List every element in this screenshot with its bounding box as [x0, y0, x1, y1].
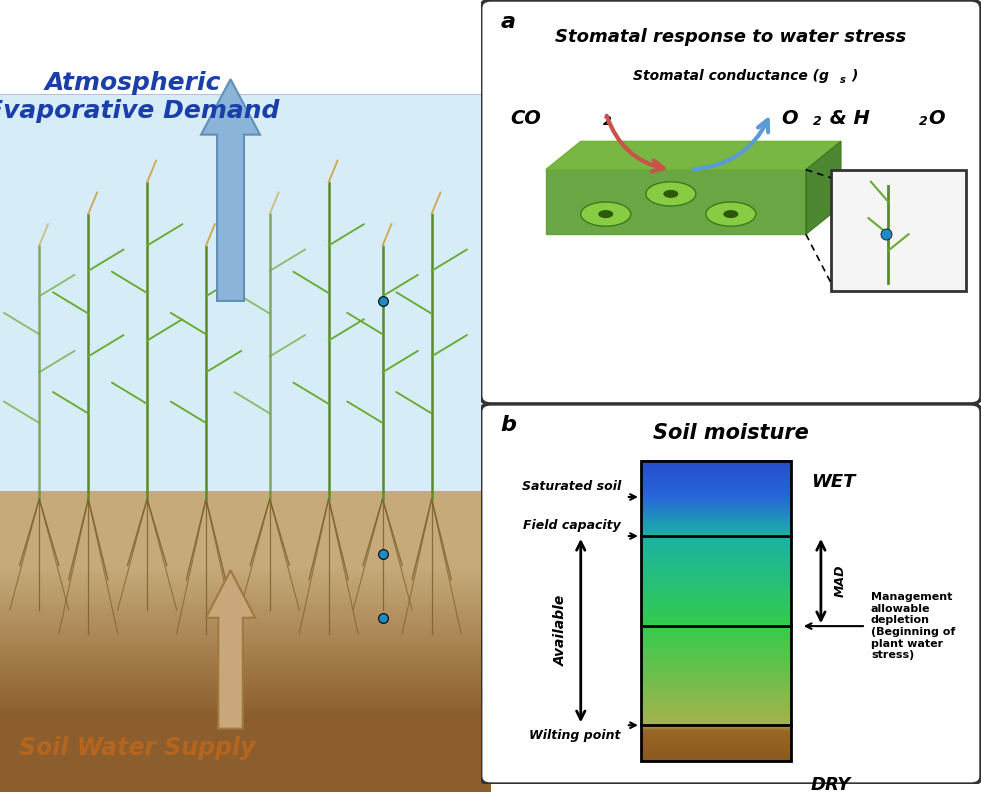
Ellipse shape — [581, 202, 631, 227]
Text: 2: 2 — [918, 115, 927, 128]
Text: Available: Available — [553, 595, 568, 666]
Text: 2: 2 — [603, 115, 612, 128]
Text: Saturated soil: Saturated soil — [522, 480, 621, 493]
Text: Management
allowable
depletion
(Beginning of
plant water
stress): Management allowable depletion (Beginnin… — [871, 592, 955, 660]
Ellipse shape — [645, 181, 696, 206]
Text: s: s — [840, 74, 846, 85]
Polygon shape — [545, 169, 806, 234]
FancyArrowPatch shape — [694, 120, 768, 169]
FancyBboxPatch shape — [481, 0, 981, 404]
Text: MAD: MAD — [834, 565, 847, 597]
Text: & H: & H — [823, 109, 870, 128]
Text: CO: CO — [511, 109, 542, 128]
Text: Field capacity: Field capacity — [523, 520, 621, 532]
Bar — [641, 461, 791, 761]
Text: Soil Water Supply: Soil Water Supply — [20, 737, 255, 760]
Text: DRY: DRY — [811, 776, 852, 792]
FancyBboxPatch shape — [481, 404, 981, 784]
FancyArrowPatch shape — [606, 116, 663, 171]
Text: ): ) — [851, 69, 857, 82]
Text: O: O — [928, 109, 945, 128]
Text: b: b — [500, 415, 517, 436]
Ellipse shape — [663, 190, 678, 198]
Text: Soil moisture: Soil moisture — [653, 423, 808, 443]
Ellipse shape — [723, 210, 739, 218]
Ellipse shape — [598, 210, 613, 218]
FancyArrow shape — [201, 79, 260, 301]
Ellipse shape — [706, 202, 756, 227]
Text: Stomatal response to water stress: Stomatal response to water stress — [555, 29, 906, 46]
Text: a: a — [500, 12, 516, 32]
Text: Stomatal conductance (g: Stomatal conductance (g — [633, 69, 829, 82]
Text: Wilting point: Wilting point — [530, 729, 621, 742]
Text: O: O — [781, 109, 798, 128]
FancyBboxPatch shape — [0, 95, 490, 491]
Polygon shape — [806, 141, 841, 234]
FancyBboxPatch shape — [831, 169, 966, 291]
Polygon shape — [545, 141, 841, 169]
Text: Atmospheric
Evaporative Demand: Atmospheric Evaporative Demand — [0, 71, 280, 123]
Text: 2: 2 — [813, 115, 822, 128]
FancyArrow shape — [206, 570, 255, 729]
Text: WET: WET — [811, 473, 855, 491]
